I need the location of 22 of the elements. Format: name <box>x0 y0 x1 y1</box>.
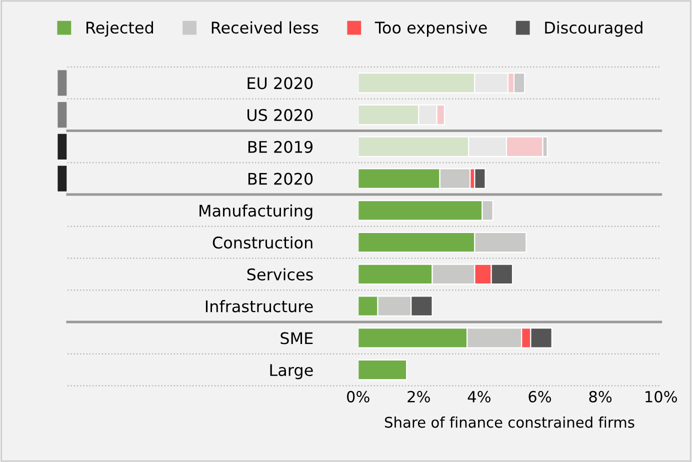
y-tick-label: Construction <box>212 236 312 249</box>
y-tick-label: SME <box>280 332 313 344</box>
legend-label: Rejected <box>86 21 153 37</box>
x-axis-title: Share of finance constrained firms <box>384 416 634 428</box>
y-tick-label: Services <box>247 268 313 280</box>
y-tick-label: Manufacturing <box>200 204 312 220</box>
legend-label: Discouraged <box>545 21 642 37</box>
y-tick-label: EU 2020 <box>248 77 313 90</box>
x-tick-label: 4% <box>468 390 490 402</box>
x-tick-label: 6% <box>528 390 552 402</box>
y-tick-label: BE 2020 <box>248 172 313 185</box>
y-tick-label: BE 2019 <box>248 140 313 153</box>
y-tick-label: US 2020 <box>248 109 313 122</box>
y-tick-label: Infrastructure <box>206 300 313 312</box>
x-tick-label: 2% <box>408 390 430 402</box>
legend-label: Received less <box>212 21 318 34</box>
legend-label: Too expensive <box>374 21 487 37</box>
bar <box>358 359 408 380</box>
x-tick-label: 8% <box>589 390 612 402</box>
x-tick-label: 0% <box>347 390 370 402</box>
y-tick-label: Large <box>270 364 313 380</box>
x-tick-label: 10% <box>646 390 677 402</box>
